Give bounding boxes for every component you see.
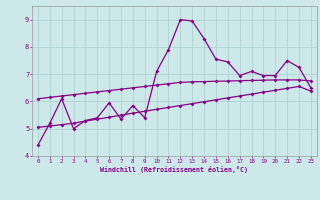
X-axis label: Windchill (Refroidissement éolien,°C): Windchill (Refroidissement éolien,°C): [100, 166, 248, 173]
